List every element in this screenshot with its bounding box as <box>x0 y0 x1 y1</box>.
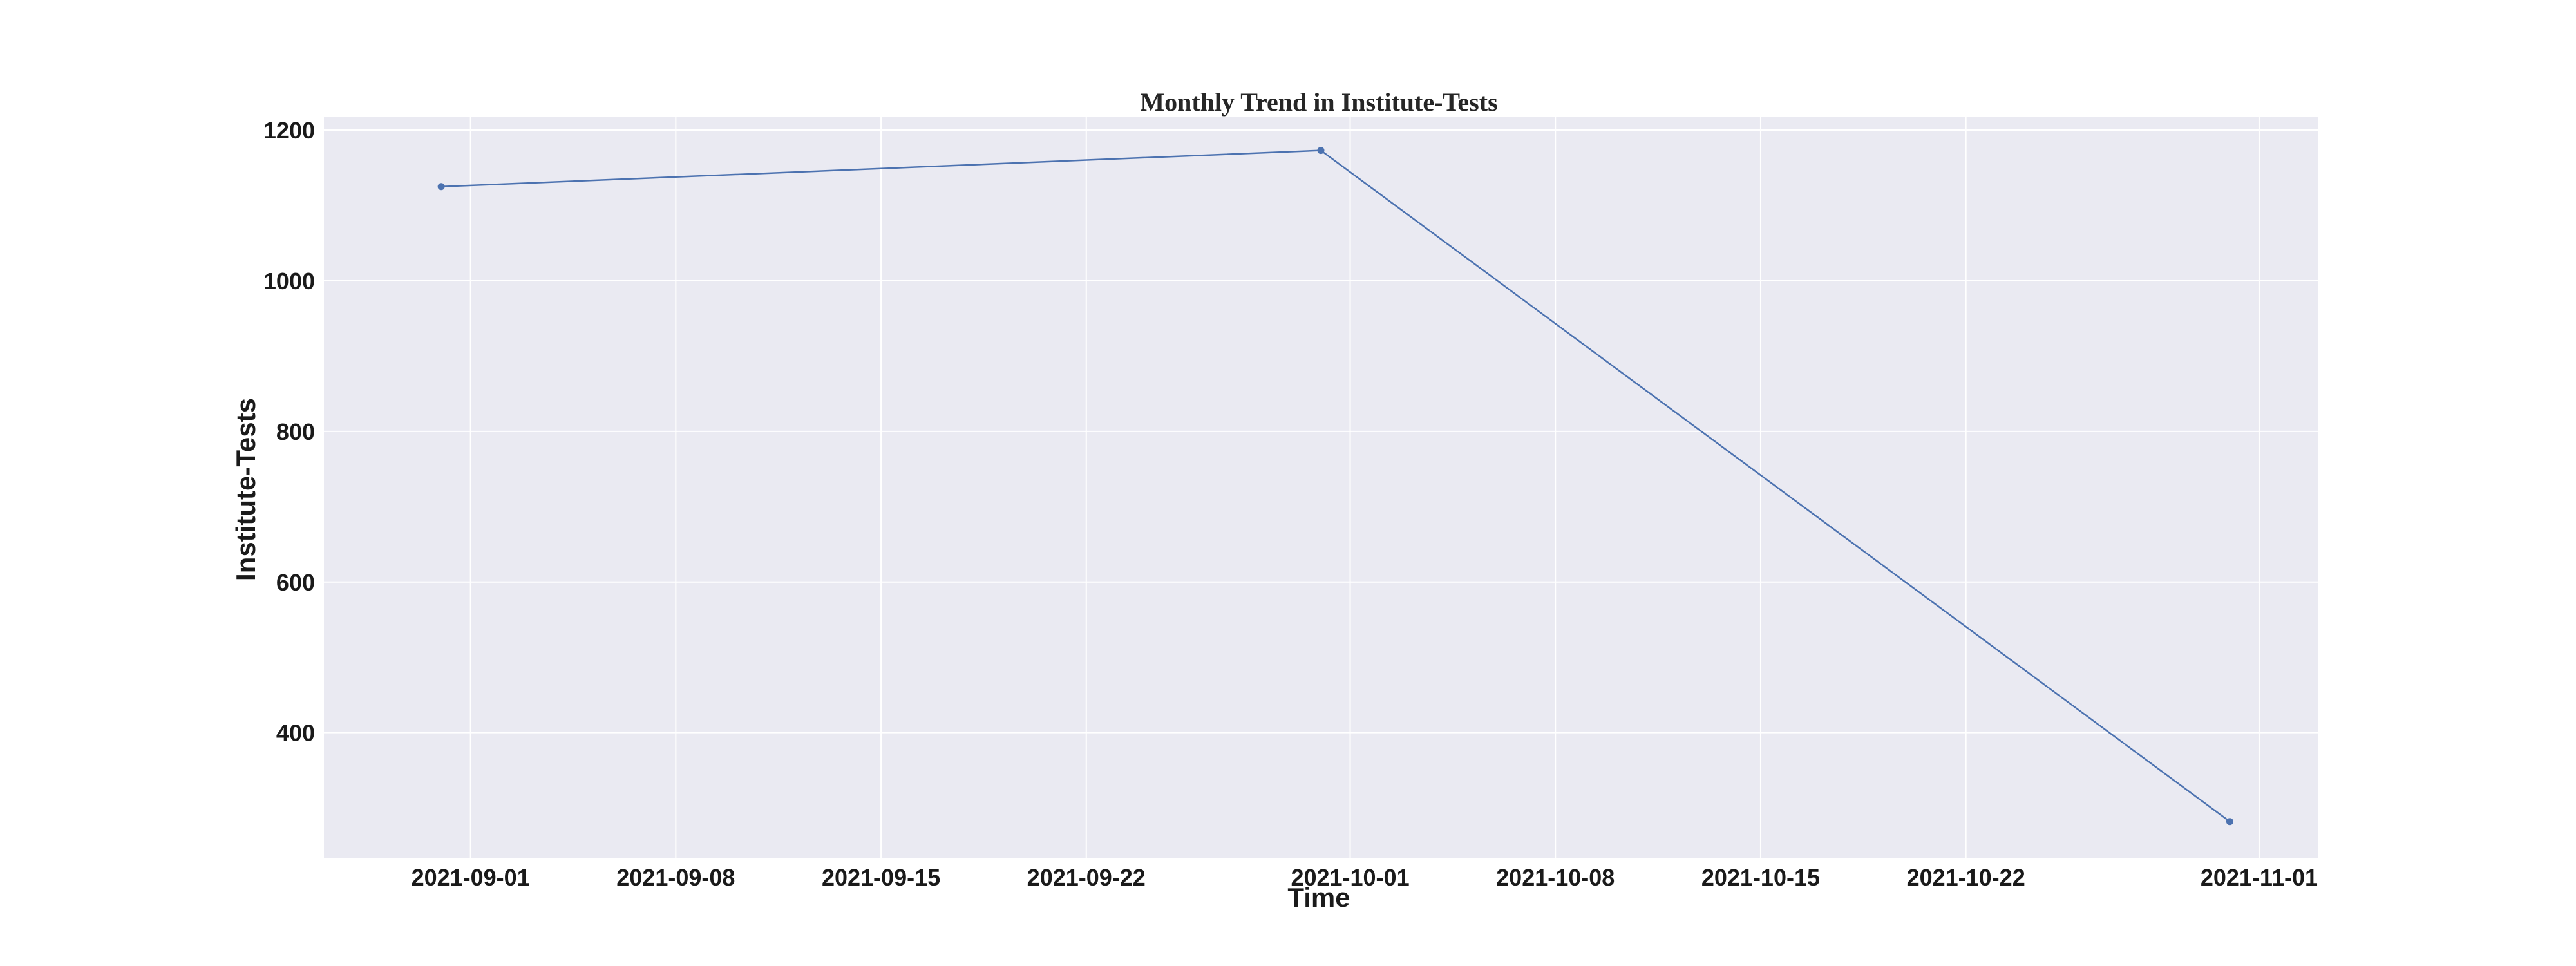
x-tick-label: 2021-09-08 <box>616 864 735 891</box>
data-point <box>437 183 445 191</box>
data-point <box>2226 818 2233 826</box>
x-tick-label: 2021-10-22 <box>1907 864 2025 891</box>
x-tick-label: 2021-10-08 <box>1496 864 1615 891</box>
x-axis-label: Time <box>1287 882 1350 913</box>
y-tick-label: 1200 <box>263 117 315 144</box>
y-tick-label: 1000 <box>263 268 315 294</box>
series-layer <box>437 147 2233 826</box>
y-axis-label: Institute-Tests <box>231 398 261 581</box>
grid <box>324 117 2318 858</box>
y-tick-label: 400 <box>276 720 315 746</box>
x-tick-label: 2021-10-15 <box>1701 864 1820 891</box>
y-tick-label: 800 <box>276 419 315 445</box>
x-tick-label: 2021-09-01 <box>412 864 530 891</box>
x-tick-label: 2021-09-22 <box>1027 864 1146 891</box>
y-tick-label: 600 <box>276 569 315 596</box>
y-axis-ticks: 400 600 800 1000 1200 <box>263 117 315 746</box>
chart-title: Monthly Trend in Institute-Tests <box>1140 88 1497 117</box>
plot-area <box>324 117 2318 858</box>
x-tick-label: 2021-10-01 <box>1291 864 1409 891</box>
data-point <box>1317 147 1325 155</box>
x-axis-ticks: 2021-09-01 2021-09-08 2021-09-15 2021-09-22… <box>412 864 2318 891</box>
x-tick-label: 2021-11-01 <box>2201 864 2318 891</box>
x-tick-label: 2021-09-15 <box>822 864 940 891</box>
